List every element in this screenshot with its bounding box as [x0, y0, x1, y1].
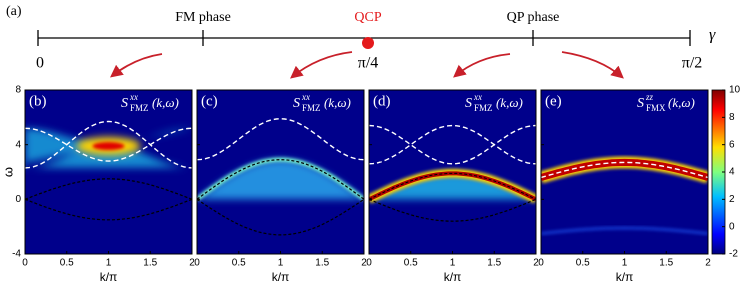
quantity-subscript: FMZ [474, 103, 493, 113]
x-tick-label: 1.5 [487, 258, 501, 269]
intensity [92, 142, 125, 151]
panel-label: (e) [545, 93, 562, 109]
axis-symbol: γ [709, 27, 716, 44]
x-tick-label: 1 [278, 258, 284, 269]
guide [25, 120, 192, 169]
y-axis-label: ω [0, 167, 15, 177]
x-tick-label: 0 [194, 258, 200, 269]
quantity-superscript: xx [129, 92, 138, 102]
phase-label: FM phase [175, 10, 231, 25]
x-tick-label: 0.5 [60, 258, 74, 269]
quantity: S [465, 96, 472, 111]
axis-critical: π/4 [358, 55, 379, 72]
heatmap [541, 90, 708, 254]
quantity: S [637, 96, 644, 111]
x-tick-label: 1.5 [315, 258, 329, 269]
x-tick-label: 1 [450, 258, 456, 269]
x-tick-label: 0.5 [404, 258, 418, 269]
guide [25, 178, 192, 200]
quantity-argument: (k,ω) [496, 95, 523, 110]
quantity-subscript: FMZ [302, 103, 321, 113]
y-tick-label: 4 [15, 139, 21, 150]
intensity [541, 226, 708, 235]
y-tick-label: 8 [15, 85, 21, 96]
guide [541, 161, 708, 179]
heatmap-background [25, 90, 192, 254]
colorbar-tick-label: 4 [729, 167, 735, 178]
colorbar-tick-label: 6 [729, 139, 735, 150]
x-tick-label: 2 [361, 258, 367, 269]
x-tick-label: 1 [106, 258, 112, 269]
heatmap [369, 90, 536, 254]
guide [197, 198, 364, 236]
x-tick-label: 0 [22, 258, 28, 269]
quantity-argument: (k,ω) [668, 95, 695, 110]
qcp-dot [362, 37, 374, 49]
x-axis-label: k/π [272, 270, 290, 284]
intensity [197, 159, 364, 200]
arrows [110, 51, 624, 79]
x-tick-label: 1.5 [143, 258, 157, 269]
x-tick-label: 2 [533, 258, 539, 269]
quantity-superscript: xx [301, 92, 310, 102]
colorbar-tick-label: 0 [729, 221, 735, 232]
x-tick-label: 1 [622, 258, 628, 269]
panel-label: (b) [29, 93, 47, 109]
guide [369, 198, 536, 222]
heatmap [25, 90, 192, 254]
quantity-argument: (k,ω) [152, 95, 179, 110]
x-tick-label: 0 [538, 258, 544, 269]
x-axis-label: k/π [100, 270, 118, 284]
x-tick-label: 0.5 [232, 258, 246, 269]
phase-ticks [37, 30, 691, 46]
quantity-subscript: FMX [646, 103, 666, 113]
heatmap [197, 90, 364, 254]
colorbar-tick-label: 2 [729, 194, 735, 205]
quantity-argument: (k,ω) [324, 95, 351, 110]
quantity: S [293, 96, 300, 111]
x-tick-label: 0.5 [576, 258, 590, 269]
critical-label: QCP [354, 10, 381, 25]
quantity-subscript: FMZ [130, 103, 149, 113]
intensity [369, 173, 536, 200]
figure-label: (a) [6, 4, 22, 19]
quantity-superscript: xx [473, 92, 482, 102]
axis-start: 0 [36, 55, 44, 72]
x-tick-label: 1.5 [659, 258, 673, 269]
x-tick-label: 2 [705, 258, 711, 269]
y-tick-label: -4 [12, 249, 21, 260]
x-tick-label: 2 [189, 258, 195, 269]
y-tick-label: 0 [15, 194, 21, 205]
x-tick-label: 0 [366, 258, 372, 269]
axis-end: π/2 [682, 55, 703, 72]
colorbar-tick-label: 8 [729, 112, 735, 123]
phase-label: QP phase [507, 10, 560, 25]
guide [25, 127, 192, 162]
guide [369, 172, 536, 200]
colorbar-tick-label: 10 [729, 85, 741, 96]
quantity: S [121, 96, 128, 111]
x-axis-label: k/π [444, 270, 462, 284]
guide [25, 198, 192, 221]
panel-label: (d) [373, 93, 391, 109]
intensity [197, 157, 364, 201]
colorbar-tick-label: -2 [729, 249, 738, 260]
x-axis-label: k/π [616, 270, 634, 284]
panel-label: (c) [201, 93, 218, 109]
quantity-superscript: zz [645, 92, 654, 102]
